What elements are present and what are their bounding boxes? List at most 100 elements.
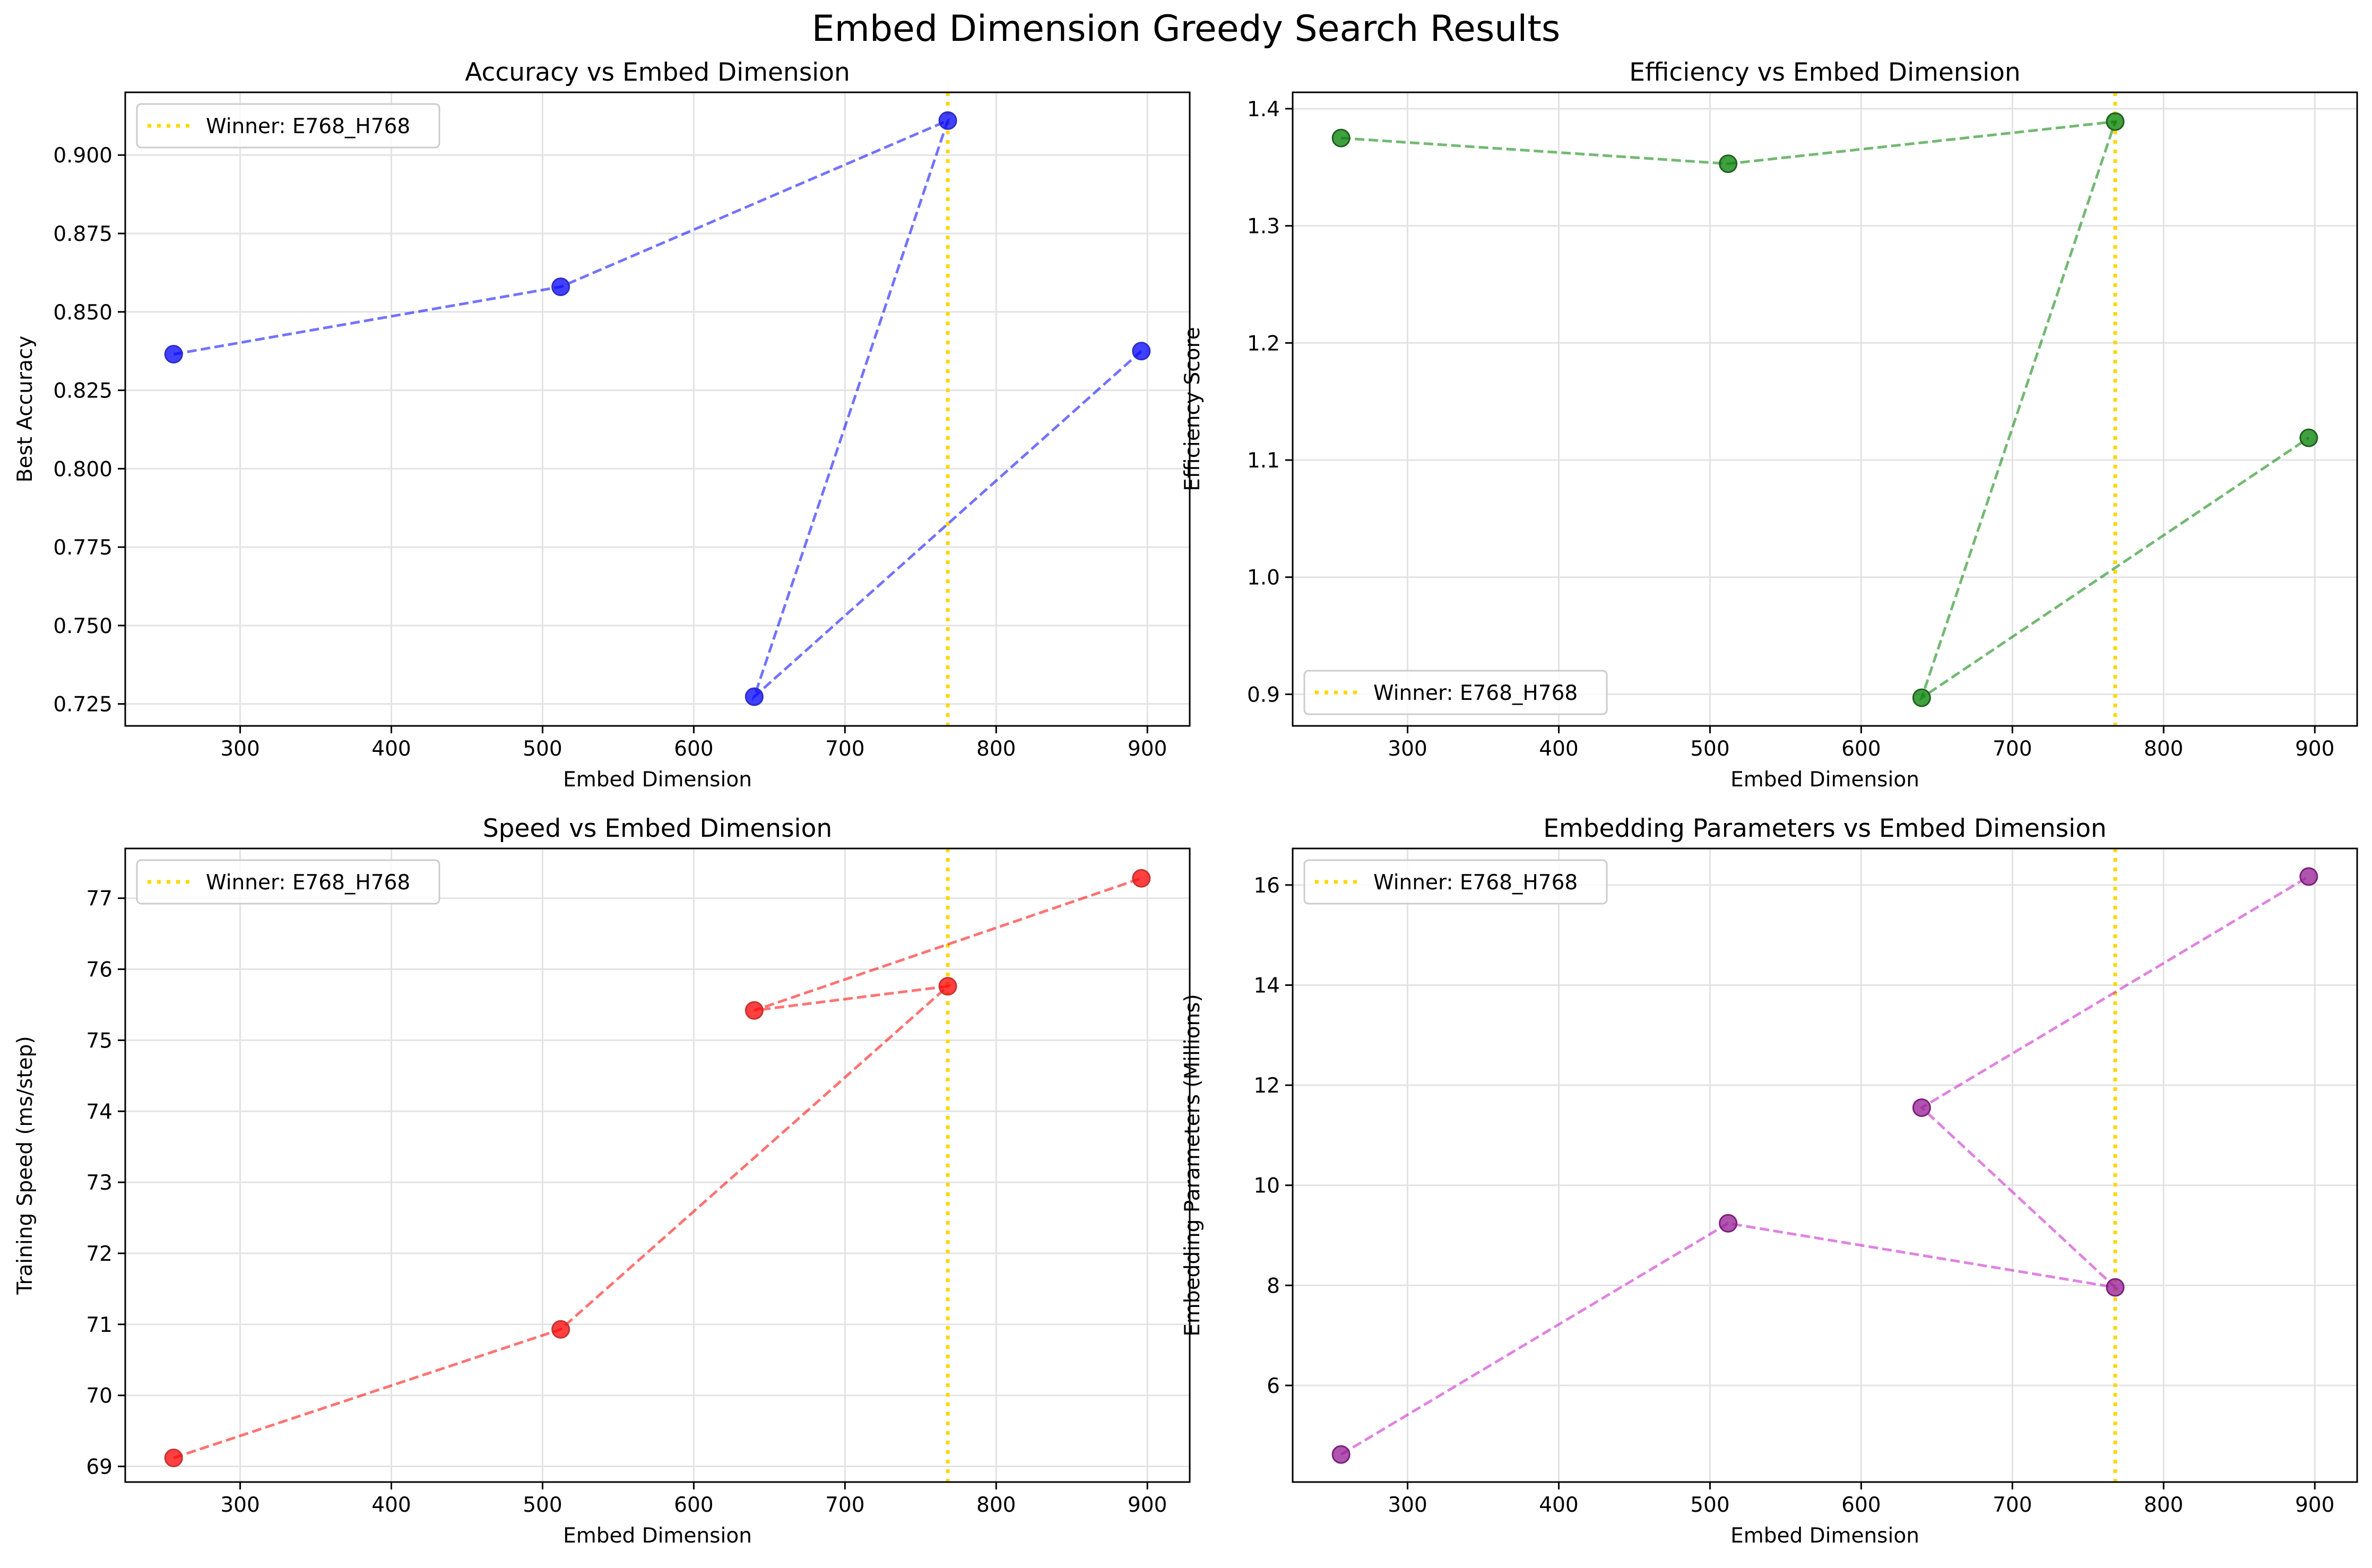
y-tick-label: 0.725 <box>53 693 112 717</box>
axes-frame <box>124 91 1191 727</box>
y-tick-label: 14 <box>1253 974 1280 998</box>
x-tick-label: 400 <box>1539 1493 1578 1517</box>
y-tick-label: 71 <box>86 1313 112 1337</box>
y-tick-label: 69 <box>86 1456 112 1479</box>
x-tick-label: 400 <box>371 737 411 761</box>
x-tick-label: 700 <box>825 737 864 761</box>
x-tick-label: 700 <box>1993 1493 2032 1517</box>
axes-frame <box>1292 91 2358 727</box>
y-tick-label: 75 <box>86 1029 112 1053</box>
data-point <box>164 345 183 364</box>
data-point <box>551 277 570 296</box>
y-tick-label: 0.875 <box>53 222 112 246</box>
data-point <box>2106 112 2125 131</box>
legend-label: Winner: E768_H768 <box>206 871 410 895</box>
y-tick-label: 0.825 <box>53 379 112 403</box>
y-tick-label: 76 <box>86 958 112 982</box>
chart-title: Speed vs Embed Dimension <box>483 814 832 843</box>
x-tick-label: 800 <box>2144 1493 2183 1517</box>
x-tick-label: 900 <box>2295 737 2334 761</box>
x-tick-label: 300 <box>220 737 259 761</box>
plot-area <box>1293 92 2357 726</box>
data-point <box>2299 867 2318 886</box>
y-tick-label: 6 <box>1267 1374 1280 1398</box>
x-tick-label: 300 <box>1388 737 1427 761</box>
legend-box <box>1303 670 1608 715</box>
x-tick-label: 300 <box>1388 1493 1427 1517</box>
legend-box <box>136 859 440 905</box>
x-tick-label: 500 <box>523 737 562 761</box>
y-tick-label: 70 <box>86 1384 112 1408</box>
data-point <box>2106 1278 2125 1297</box>
data-point <box>745 1001 764 1020</box>
y-tick-label: 8 <box>1267 1274 1280 1298</box>
legend-label: Winner: E768_H768 <box>1373 681 1578 705</box>
x-tick-label: 600 <box>674 737 713 761</box>
x-tick-label: 800 <box>976 737 1016 761</box>
x-tick-label: 700 <box>1993 737 2032 761</box>
x-tick-label: 400 <box>1539 737 1578 761</box>
legend-label: Winner: E768_H768 <box>206 115 410 138</box>
y-tick-label: 12 <box>1253 1074 1280 1098</box>
y-tick-label: 0.900 <box>53 144 112 168</box>
y-tick-label: 0.775 <box>53 536 112 560</box>
legend-box <box>1303 859 1608 905</box>
plot-area <box>125 92 1190 726</box>
y-tick-label: 1.4 <box>1247 98 1280 122</box>
legend: Winner: E768_H768 <box>136 859 440 905</box>
data-point <box>938 111 957 130</box>
y-tick-label: 1.2 <box>1247 332 1280 356</box>
chart-panel-3: 300 400 500 600 700 800 900 69 70 71 72 73 74 75 76 77 S… <box>13 814 1191 1548</box>
y-tick-label: 0.850 <box>53 301 112 325</box>
data-point <box>938 977 957 996</box>
x-tick-label: 700 <box>825 1493 864 1517</box>
y-axis-label: Best Accuracy <box>13 336 37 483</box>
data-point <box>745 687 764 706</box>
y-tick-label: 1.1 <box>1247 449 1280 473</box>
data-point <box>1719 1214 1738 1233</box>
y-tick-label: 0.9 <box>1247 683 1280 707</box>
data-point <box>2299 428 2318 447</box>
x-tick-label: 800 <box>2144 737 2183 761</box>
x-tick-label: 500 <box>1690 1493 1729 1517</box>
x-tick-label: 900 <box>1128 1493 1167 1517</box>
y-tick-label: 73 <box>86 1171 112 1195</box>
x-tick-label: 300 <box>220 1493 259 1517</box>
y-tick-label: 77 <box>86 887 112 911</box>
y-tick-label: 72 <box>86 1242 112 1266</box>
axes-frame <box>1292 847 2358 1483</box>
chart-panel-1: 300 400 500 600 700 800 900 0.725 0.750 0.775 0.80… <box>13 58 1191 792</box>
axes-frame <box>124 847 1191 1483</box>
x-tick-label: 600 <box>1841 737 1881 761</box>
data-point <box>1912 688 1931 707</box>
chart-panel-2: 300 400 500 600 700 800 900 0.9 1.0 1.1 1.2 1.3 1.4 E… <box>1181 58 2358 792</box>
x-axis-label: Embed Dimension <box>1730 768 1919 792</box>
chart-title: Accuracy vs Embed Dimension <box>465 58 850 87</box>
x-tick-label: 600 <box>674 1493 713 1517</box>
plot-area <box>125 848 1190 1482</box>
figure-title: Embed Dimension Greedy Search Results <box>812 8 1561 50</box>
x-tick-label: 900 <box>1128 737 1167 761</box>
data-point <box>1912 1098 1931 1117</box>
y-tick-label: 16 <box>1253 874 1280 898</box>
y-tick-label: 1.3 <box>1247 215 1280 239</box>
x-axis-label: Embed Dimension <box>563 1524 752 1548</box>
data-point <box>1331 1445 1351 1464</box>
y-tick-label: 74 <box>86 1100 112 1124</box>
x-tick-label: 800 <box>976 1493 1016 1517</box>
legend: Winner: E768_H768 <box>1303 670 1608 715</box>
y-axis-label: Training Speed (ms/step) <box>13 1036 37 1295</box>
y-tick-label: 0.750 <box>53 614 112 638</box>
data-point <box>1132 342 1151 361</box>
legend: Winner: E768_H768 <box>1303 859 1608 905</box>
x-tick-label: 500 <box>1690 737 1729 761</box>
legend-label: Winner: E768_H768 <box>1373 871 1578 895</box>
chart-panel-4: 300 400 500 600 700 800 900 6 8 10 12 14 16 Embedding… <box>1181 814 2358 1548</box>
x-axis-label: Embed Dimension <box>563 768 752 792</box>
y-tick-label: 0.800 <box>53 457 112 481</box>
x-axis-label: Embed Dimension <box>1730 1524 1919 1548</box>
x-tick-label: 600 <box>1841 1493 1881 1517</box>
data-point <box>1719 154 1738 174</box>
chart-title: Efficiency vs Embed Dimension <box>1629 58 2020 87</box>
